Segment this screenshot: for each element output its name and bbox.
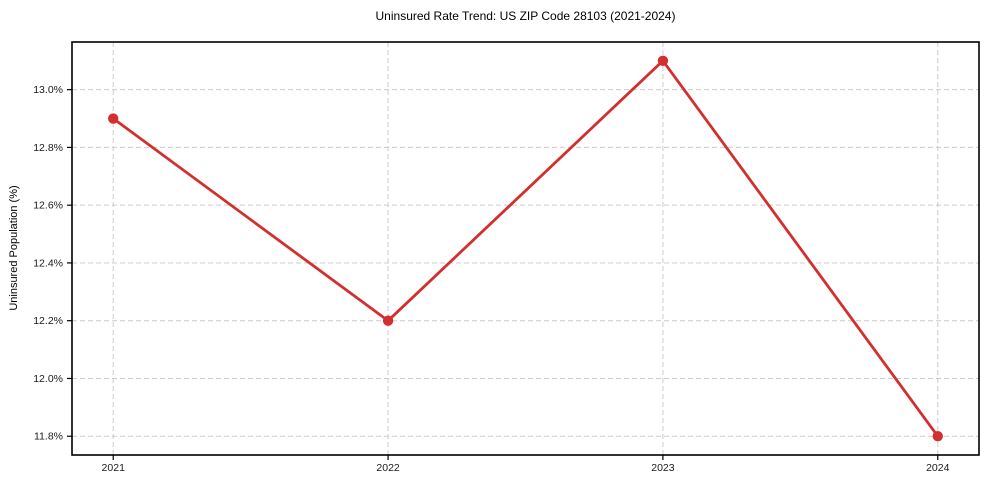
y-tick-label: 12.0% xyxy=(33,373,63,385)
y-tick-label: 12.2% xyxy=(33,315,63,327)
y-tick-label: 11.8% xyxy=(34,431,63,443)
data-point-2021 xyxy=(108,113,119,124)
plot-border xyxy=(71,41,980,456)
y-tick-label: 12.6% xyxy=(33,200,63,212)
y-tick-label: 12.4% xyxy=(33,257,63,269)
data-point-2022 xyxy=(382,315,394,326)
y-tick-label: 12.8% xyxy=(33,142,63,154)
x-tick-label: 2023 xyxy=(651,462,675,474)
trend-line xyxy=(111,59,940,438)
data-point-2024 xyxy=(932,431,943,442)
x-tick-label: 2024 xyxy=(926,462,950,474)
y-tick-label: 13.0% xyxy=(33,84,63,96)
x-tick-label: 2022 xyxy=(376,462,400,474)
chart-title: Uninsured Rate Trend: US ZIP Code 28103 … xyxy=(375,9,676,23)
x-tick-label: 2021 xyxy=(102,462,126,474)
data-point-2023 xyxy=(657,55,669,66)
